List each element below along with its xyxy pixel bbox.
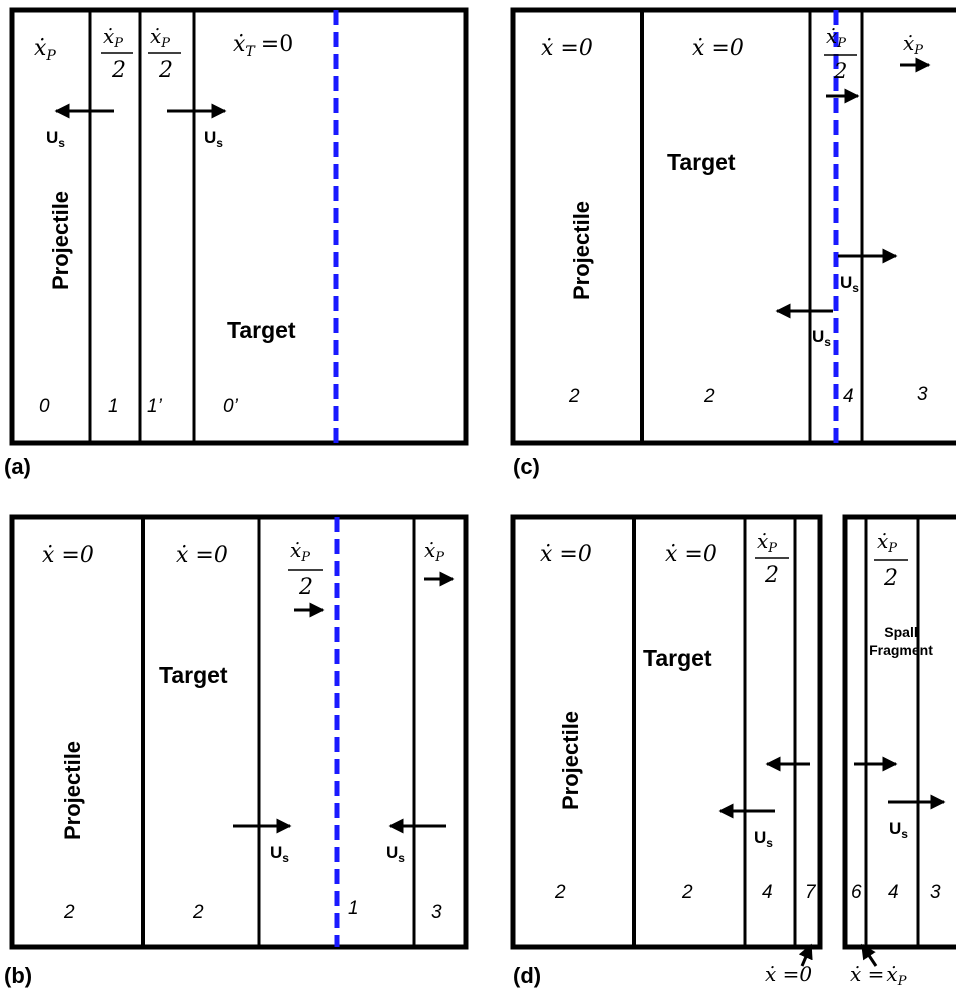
target-label: Target [643,645,712,671]
velocity-zero: ẋ =0 [540,542,592,567]
region-number: 2 [192,902,204,923]
velocity-zero: ẋ =0 [665,542,717,567]
velocity-zero: ẋ =0 [692,36,744,61]
region-number: 4 [843,386,854,407]
projectile-label: Projectile [60,741,85,840]
shock-speed-label: Us [840,273,859,295]
velocity-target: ẋT =0 [233,32,293,60]
velocity-half-denominator: 2 [764,563,779,588]
velocity-projectile: ẋP [424,538,444,565]
velocity-half-denominator: 2 [111,58,126,83]
fragment-label: Fragment [869,642,933,658]
interface-velocity-zero: ẋ =0 [765,962,812,986]
region-number: 1 [348,898,359,919]
velocity-half-numerator: ẋP [103,24,123,51]
panel-d-main-frame [510,514,823,950]
target-label: Target [159,662,228,688]
panel-a: ẋP ẋP 2 ẋP 2 ẋT =0 Us Us Projectile Targe… [4,7,469,479]
velocity-half-numerator: ẋP [757,529,777,556]
shock-speed-label: Us [270,843,289,865]
pointer-arrow [798,943,813,967]
region-number: 2 [63,902,75,923]
region-number: 1 [108,396,119,417]
panel-b: ẋ =0 ẋ =0 ẋP 2 ẋP Target Projectile Us U… [4,514,469,988]
region-number: 4 [888,882,899,903]
velocity-half-denominator: 2 [298,575,313,600]
region-number: 2 [554,882,566,903]
region-number: 3 [930,882,941,903]
region-number: 2 [703,386,715,407]
region-number: 3 [917,384,928,405]
panel-b-frame [9,514,469,950]
projectile-label: Projectile [48,191,73,290]
region-number: 1’ [147,396,163,417]
projectile-label: Projectile [569,201,594,300]
shock-speed-label: Us [889,819,908,841]
shock-speed-label: Us [46,128,65,150]
region-number: 0’ [223,396,239,417]
velocity-projectile: ẋP [903,31,923,58]
region-number: 3 [431,902,442,923]
region-number: 6 [851,882,862,903]
panel-d: ẋ =0 ẋ =0 ẋP 2 ẋP 2 Target Projectile Sp… [510,514,956,989]
panel-caption: (b) [4,963,32,988]
velocity-half-numerator: ẋP [826,24,846,51]
velocity-zero: ẋ =0 [42,543,94,568]
spall-fragment-frame [842,514,956,950]
region-number: 4 [762,882,773,903]
panel-a-frame [9,7,469,446]
panel-caption: (d) [513,963,541,988]
region-number: 2 [681,882,693,903]
velocity-half-denominator: 2 [158,58,173,83]
velocity-half-denominator: 2 [833,59,847,83]
target-label: Target [227,317,296,343]
velocity-half-numerator: ẋP [877,529,897,556]
region-number: 2 [568,386,580,407]
region-number: 7 [805,882,817,903]
velocity-projectile: ẋP [34,36,56,64]
velocity-half-numerator: ẋP [290,538,310,565]
shock-speed-label: Us [386,843,405,865]
target-label: Target [667,149,736,175]
panel-caption: (c) [513,454,540,479]
shock-speed-label: Us [754,828,773,850]
pointer-arrow [860,943,878,967]
panel-c-frame [510,7,956,446]
velocity-zero: ẋ =0 [541,36,593,61]
region-number: 0 [39,396,50,417]
projectile-label: Projectile [558,711,583,810]
shock-speed-label: Us [812,327,831,349]
spall-label: Spall [884,624,917,640]
panel-c: ẋ =0 ẋ =0 ẋP 2 ẋP Target Projectile Us U… [510,7,956,479]
velocity-zero: ẋ =0 [176,543,228,568]
panel-caption: (a) [4,454,31,479]
interface-velocity-projectile: ẋ = ẋP [850,962,907,989]
velocity-half-numerator: ẋP [150,24,170,51]
shock-speed-label: Us [204,128,223,150]
velocity-half-denominator: 2 [883,566,898,591]
